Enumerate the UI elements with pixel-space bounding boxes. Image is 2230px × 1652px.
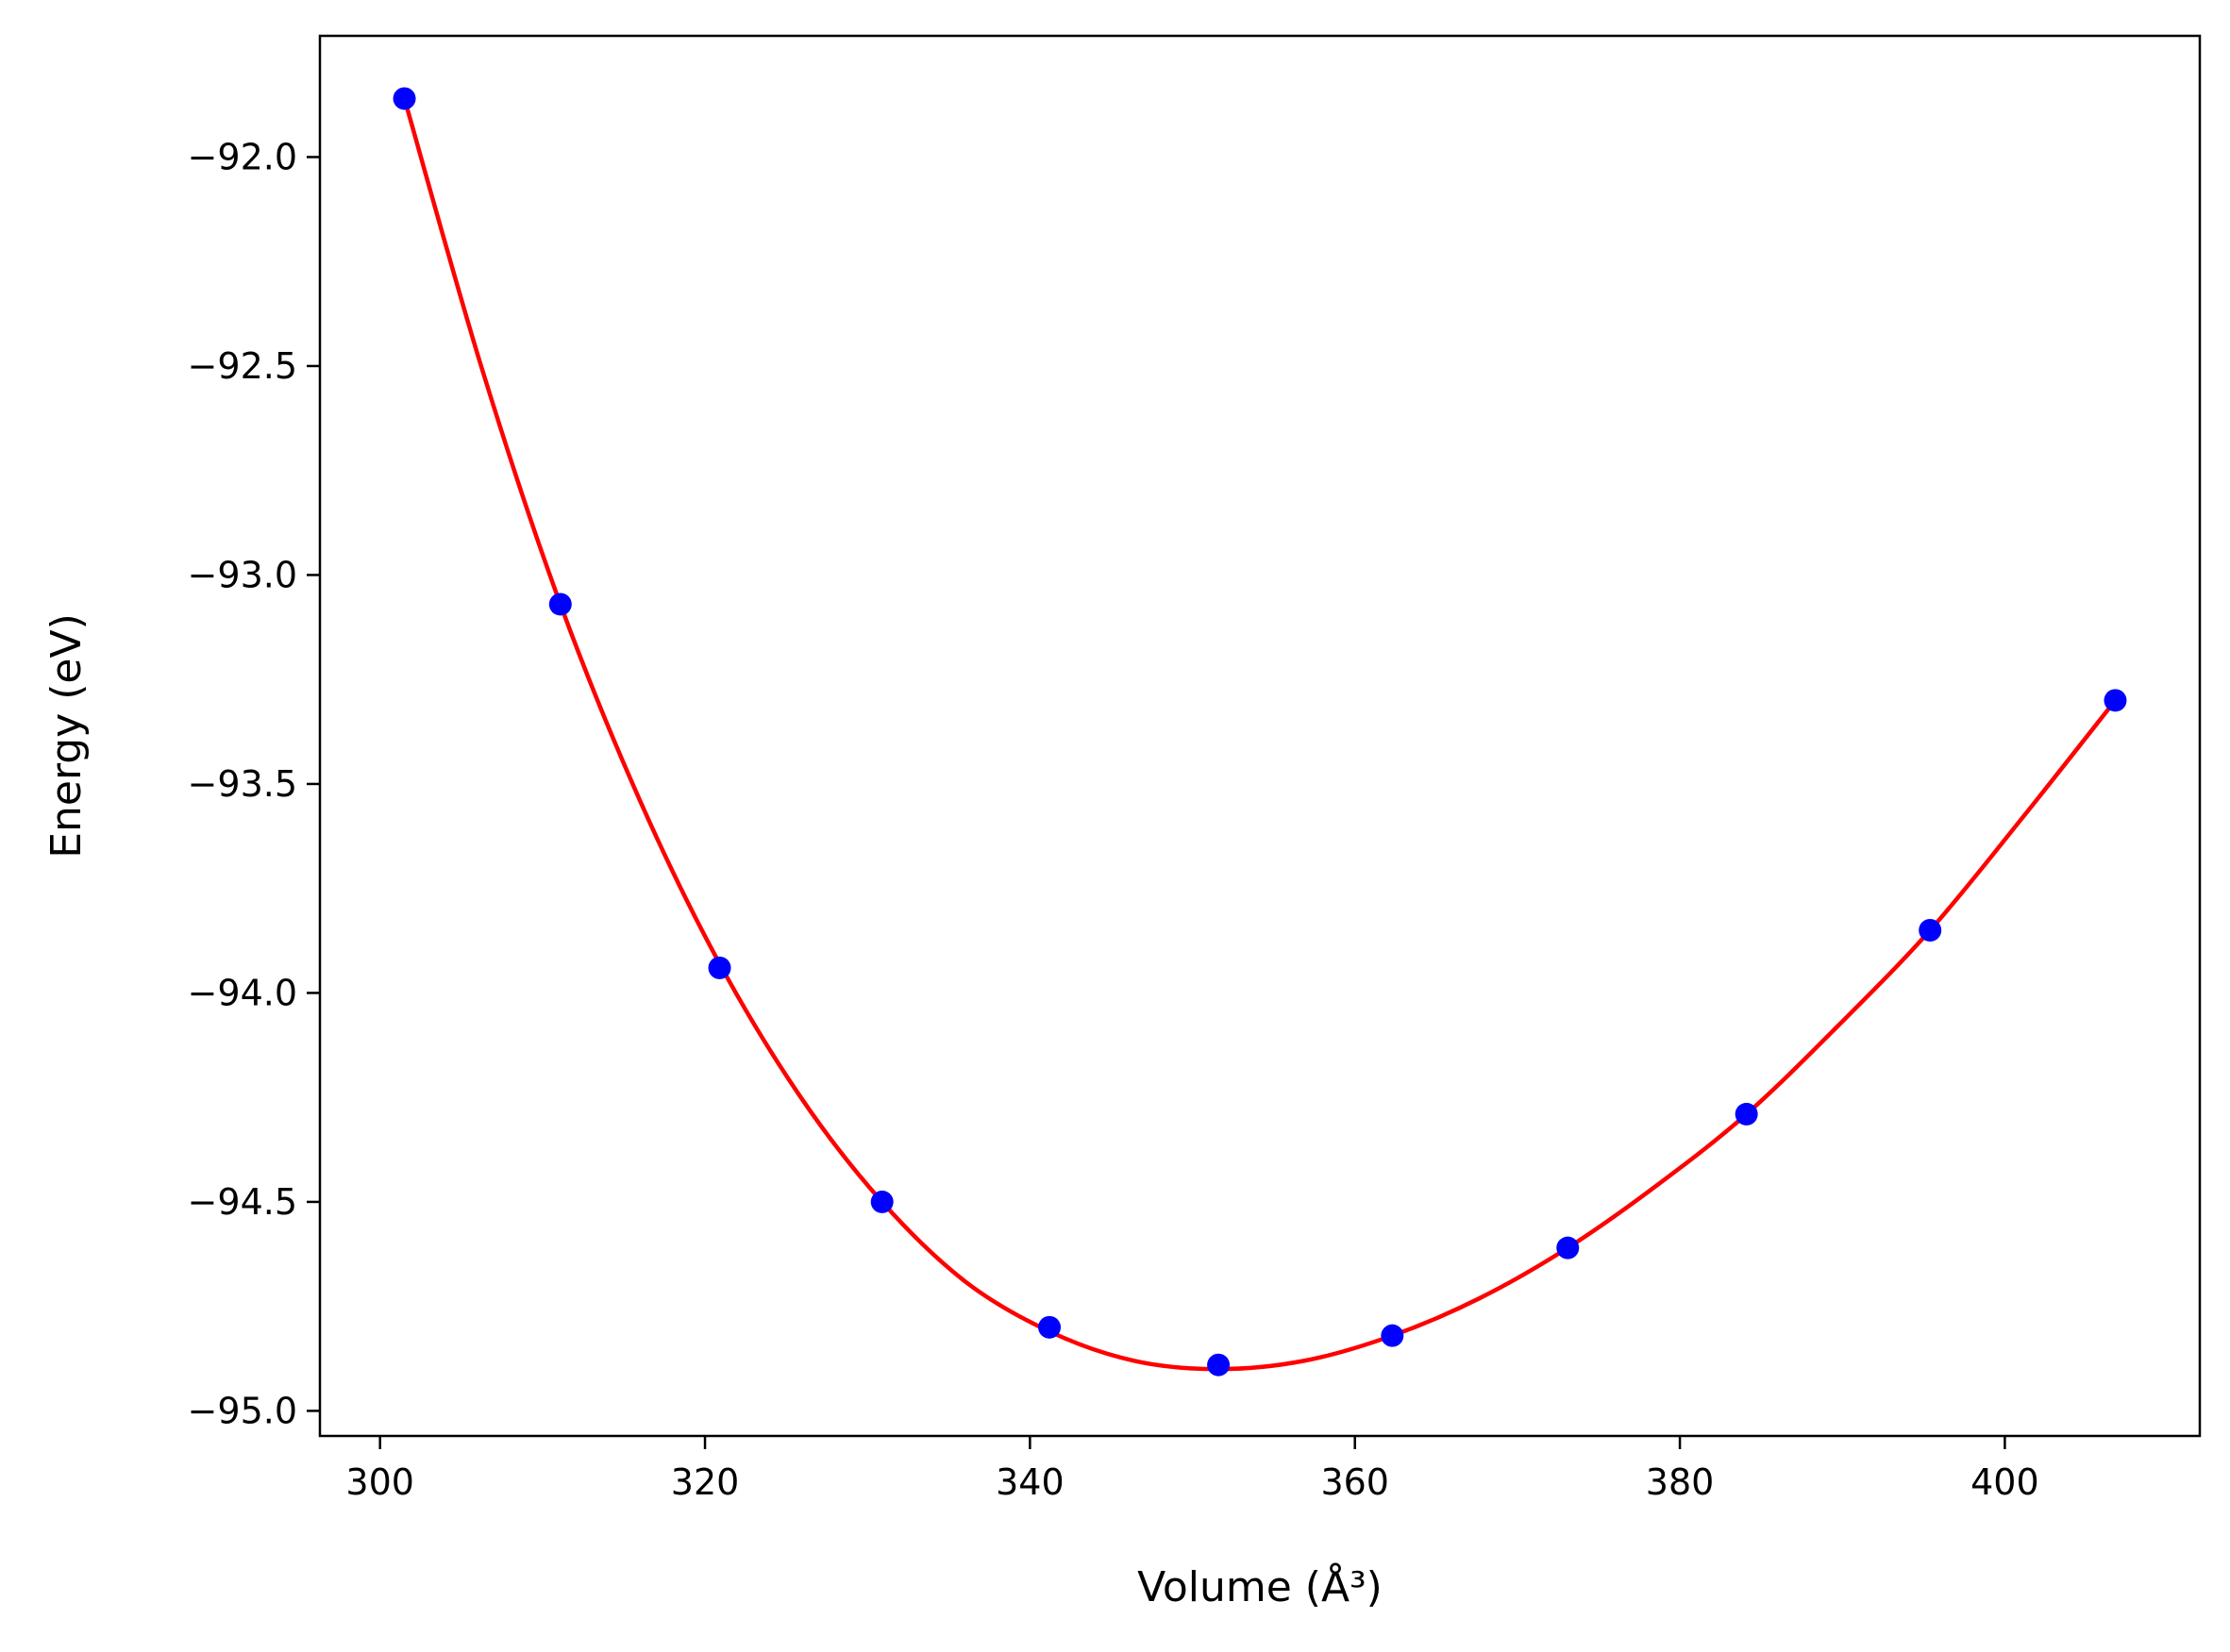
y-tick-label: −95.0 — [188, 1390, 297, 1431]
y-tick-label: −94.0 — [188, 972, 297, 1013]
x-tick-label: 360 — [1320, 1461, 1389, 1503]
x-tick-label: 320 — [671, 1461, 740, 1503]
data-point — [1735, 1102, 1758, 1126]
x-tick-label: 300 — [345, 1461, 414, 1503]
data-point — [1038, 1315, 1062, 1339]
data-point — [1556, 1236, 1580, 1260]
y-tick-label: −92.5 — [188, 345, 297, 387]
data-point — [1207, 1353, 1231, 1377]
x-axis-label: Volume (Å³) — [1137, 1561, 1383, 1611]
x-tick-label: 380 — [1646, 1461, 1715, 1503]
y-tick-label: −93.0 — [188, 554, 297, 595]
fit-curve-line — [402, 96, 2118, 1372]
ticks: 300 320 340 360 380 400 −92.0 −92.5 −93.0 −93.5 −9… — [188, 136, 2039, 1503]
x-tick-label: 400 — [1970, 1461, 2039, 1503]
data-point — [708, 956, 731, 979]
data-point — [1919, 918, 1942, 942]
data-point — [2104, 689, 2127, 712]
data-point — [393, 87, 416, 110]
y-tick-label: −92.0 — [188, 136, 297, 177]
y-axis-label: Energy (eV) — [42, 613, 91, 859]
y-tick-label: −93.5 — [188, 763, 297, 805]
data-point — [1381, 1324, 1404, 1347]
plot-frame — [318, 34, 2202, 1438]
x-tick-label: 340 — [996, 1461, 1065, 1503]
y-tick-label: −94.5 — [188, 1181, 297, 1223]
data-point — [548, 592, 572, 616]
data-point — [870, 1190, 894, 1213]
plot-area — [393, 87, 2127, 1377]
